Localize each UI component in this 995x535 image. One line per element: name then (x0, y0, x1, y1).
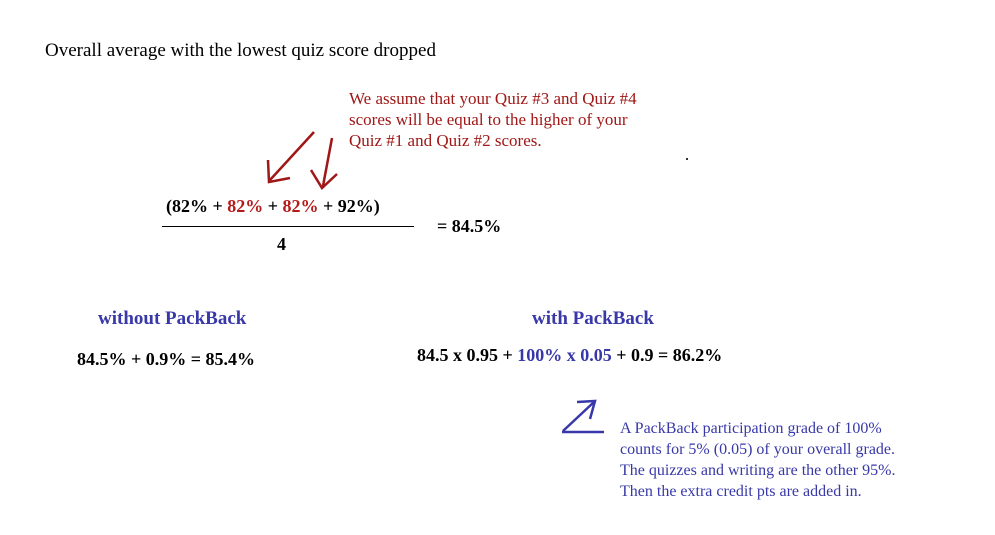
with-packback-calc-end: + 0.9 = 86.2% (611, 345, 723, 365)
stray-dot (686, 158, 688, 160)
with-packback-calc: 84.5 x 0.95 + 100% x 0.05 + 0.9 = 86.2% (417, 345, 722, 366)
packback-note-line: A PackBack participation grade of 100% (620, 420, 882, 437)
formula-open: (82% + (166, 196, 228, 216)
formula-close: + 92%) (318, 196, 380, 216)
assumption-note-line: scores will be equal to the higher of yo… (349, 110, 628, 129)
packback-note-line: The quizzes and writing are the other 95… (620, 462, 896, 479)
with-packback-calc-start: 84.5 x 0.95 + (417, 345, 518, 365)
formula-plus: + (263, 196, 283, 216)
formula-result: = 84.5% (437, 216, 502, 236)
arrow-up-right-icon (562, 399, 604, 434)
packback-note: A PackBack participation grade of 100% c… (620, 418, 980, 502)
without-packback-calc: 84.5% + 0.9% = 85.4% (77, 349, 256, 369)
assumption-note-line: Quiz #1 and Quiz #2 scores. (349, 131, 542, 150)
formula-quiz4: 82% (282, 196, 319, 216)
page-title: Overall average with the lowest quiz sco… (45, 40, 436, 61)
formula-numerator: (82% + 82% + 82% + 92%) (166, 196, 380, 217)
formula-quiz3: 82% (227, 196, 264, 216)
without-packback-heading: without PackBack (98, 308, 247, 329)
fraction-bar (162, 226, 414, 227)
arrow-down-icon (309, 137, 338, 190)
with-packback-calc-highlight: 100% x 0.05 (517, 345, 612, 365)
assumption-note-line: We assume that your Quiz #3 and Quiz #4 (349, 89, 637, 108)
formula-denominator: 4 (277, 234, 286, 254)
packback-note-line: Then the extra credit pts are added in. (620, 483, 862, 500)
assumption-note: We assume that your Quiz #3 and Quiz #4 … (349, 88, 689, 151)
packback-note-line: counts for 5% (0.05) of your overall gra… (620, 441, 896, 458)
arrow-down-left-icon (266, 131, 315, 184)
with-packback-heading: with PackBack (532, 308, 654, 329)
